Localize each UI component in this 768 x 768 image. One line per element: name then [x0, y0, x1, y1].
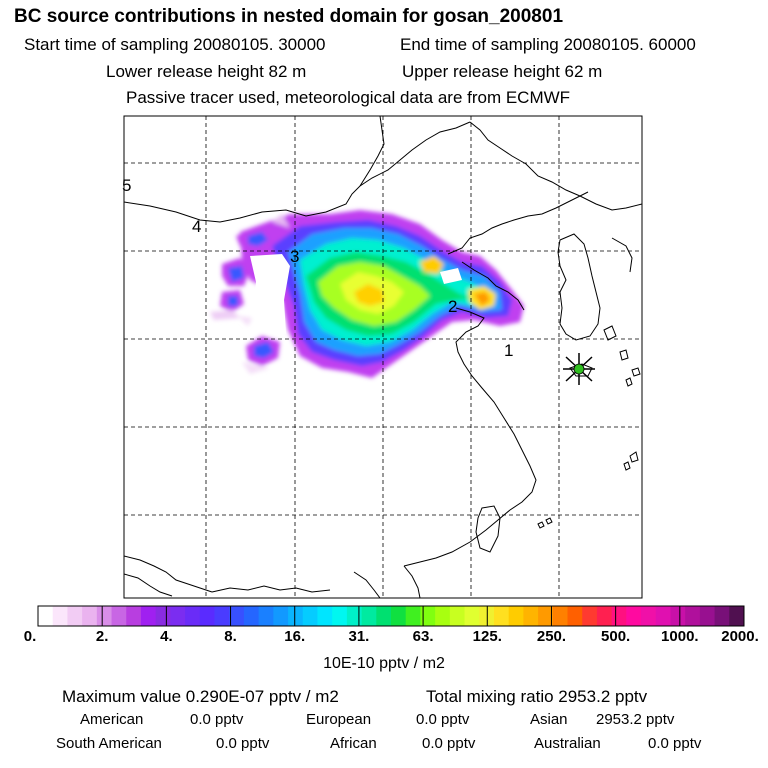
colorbar-swatch	[670, 606, 686, 626]
colorbar-swatch	[596, 606, 613, 626]
colorbar-swatch	[435, 606, 451, 626]
maximum-value: Maximum value 0.290E-07 pptv / m2	[62, 687, 339, 706]
colorbar-swatch	[111, 606, 127, 626]
colorbar-swatch	[126, 606, 142, 626]
colorbar-swatch	[67, 606, 83, 626]
trajectory-marker-2: 2	[448, 297, 457, 316]
colorbar-tick-label: 500.	[601, 628, 631, 645]
colorbar-swatch	[685, 606, 701, 626]
trajectory-marker-1: 1	[504, 341, 513, 360]
coastlines	[124, 116, 642, 598]
colorbar-swatch	[155, 606, 171, 626]
colorbar-swatch	[699, 606, 716, 626]
colorbar-swatch	[302, 606, 318, 626]
colorbar-swatch	[538, 606, 554, 626]
region-name: Asian	[530, 711, 568, 728]
plume-gap	[440, 268, 462, 284]
colorbar-tick-label: 16.	[284, 628, 306, 645]
upper-release-height: Upper release height 62 m	[402, 62, 603, 81]
colorbar-swatch	[567, 606, 583, 626]
colorbar-tick-label: 2.	[95, 628, 109, 645]
colorbar-swatch	[243, 606, 260, 626]
colorbar-swatch	[729, 606, 745, 626]
colorbar-swatch	[199, 606, 215, 626]
colorbar-tick-label: 4.	[160, 628, 173, 645]
colorbar-swatch	[288, 606, 304, 626]
region-name: European	[306, 711, 372, 728]
colorbar-swatch	[332, 606, 348, 626]
colorbar-swatch	[626, 606, 642, 626]
figure-title: BC source contributions in nested domain…	[14, 6, 564, 27]
region-value: 0.0 pptv	[416, 711, 470, 728]
total-mixing-ratio: Total mixing ratio 2953.2 pptv	[426, 687, 648, 706]
trajectory-marker-3: 3	[290, 247, 299, 266]
colorbar-swatch	[405, 606, 421, 626]
colorbar-swatch	[508, 606, 524, 626]
colorbar-swatch	[82, 606, 98, 626]
colorbar-swatch	[38, 606, 54, 626]
colorbar-swatch	[552, 606, 568, 626]
region-name: African	[330, 735, 377, 752]
graticule	[124, 116, 642, 598]
region-value: 0.0 pptv	[422, 735, 476, 752]
colorbar-swatch	[376, 606, 392, 626]
colorbar-swatch	[185, 606, 201, 626]
colorbar-tick-label: 8.	[224, 628, 237, 645]
colorbar	[37, 605, 745, 627]
colorbar-swatch	[258, 606, 274, 626]
region-name: South American	[56, 735, 162, 752]
colorbar-unit: 10E-10 pptv / m2	[323, 655, 445, 672]
colorbar-swatch	[641, 606, 657, 626]
colorbar-swatch	[96, 606, 113, 626]
colorbar-swatch	[346, 606, 363, 626]
colorbar-swatch	[273, 606, 289, 626]
star-marker	[563, 353, 595, 385]
region-value: 0.0 pptv	[216, 735, 270, 752]
plume-gap	[250, 254, 290, 334]
lower-release-height: Lower release height 82 m	[106, 62, 307, 81]
colorbar-tick-label: 250.	[536, 628, 567, 645]
colorbar-swatch	[582, 606, 598, 626]
tracer-note: Passive tracer used, meteorological data…	[126, 88, 571, 107]
region-name: American	[80, 711, 144, 728]
trajectory-marker-4: 4	[192, 217, 201, 236]
region-name: Australian	[534, 735, 601, 752]
colorbar-frame	[37, 605, 745, 627]
colorbar-swatch	[140, 606, 157, 626]
colorbar-swatch	[420, 606, 436, 626]
colorbar-tick-label: 2000.	[721, 628, 759, 645]
concentration-plume	[210, 210, 524, 378]
start-time: Start time of sampling 20080105. 30000	[24, 35, 326, 54]
region-value: 2953.2 pptv	[596, 711, 675, 728]
colorbar-swatch	[214, 606, 230, 626]
region-value: 0.0 pptv	[190, 711, 244, 728]
colorbar-tick-label: 125.	[472, 628, 502, 645]
map-panel	[124, 116, 642, 598]
colorbar-tick-label: 1000.	[661, 628, 699, 645]
colorbar-swatch	[449, 606, 466, 626]
colorbar-swatch	[317, 606, 333, 626]
end-time: End time of sampling 20080105. 60000	[400, 35, 696, 54]
region-value: 0.0 pptv	[648, 735, 702, 752]
colorbar-swatch	[523, 606, 539, 626]
map-frame	[123, 115, 643, 599]
colorbar-tick-label: 0.	[23, 628, 37, 645]
colorbar-swatch	[52, 606, 68, 626]
colorbar-swatch	[611, 606, 627, 626]
colorbar-swatch	[229, 606, 245, 626]
colorbar-swatch	[464, 606, 480, 626]
colorbar-swatch	[714, 606, 730, 626]
colorbar-tick-label: 31.	[348, 628, 370, 645]
colorbar-swatch	[361, 606, 377, 626]
colorbar-swatch	[391, 606, 407, 626]
colorbar-swatch	[493, 606, 510, 626]
trajectory-marker-5: 5	[122, 176, 131, 195]
colorbar-tick-label: 63.	[412, 628, 434, 645]
colorbar-swatch	[170, 606, 186, 626]
colorbar-swatch	[655, 606, 671, 626]
